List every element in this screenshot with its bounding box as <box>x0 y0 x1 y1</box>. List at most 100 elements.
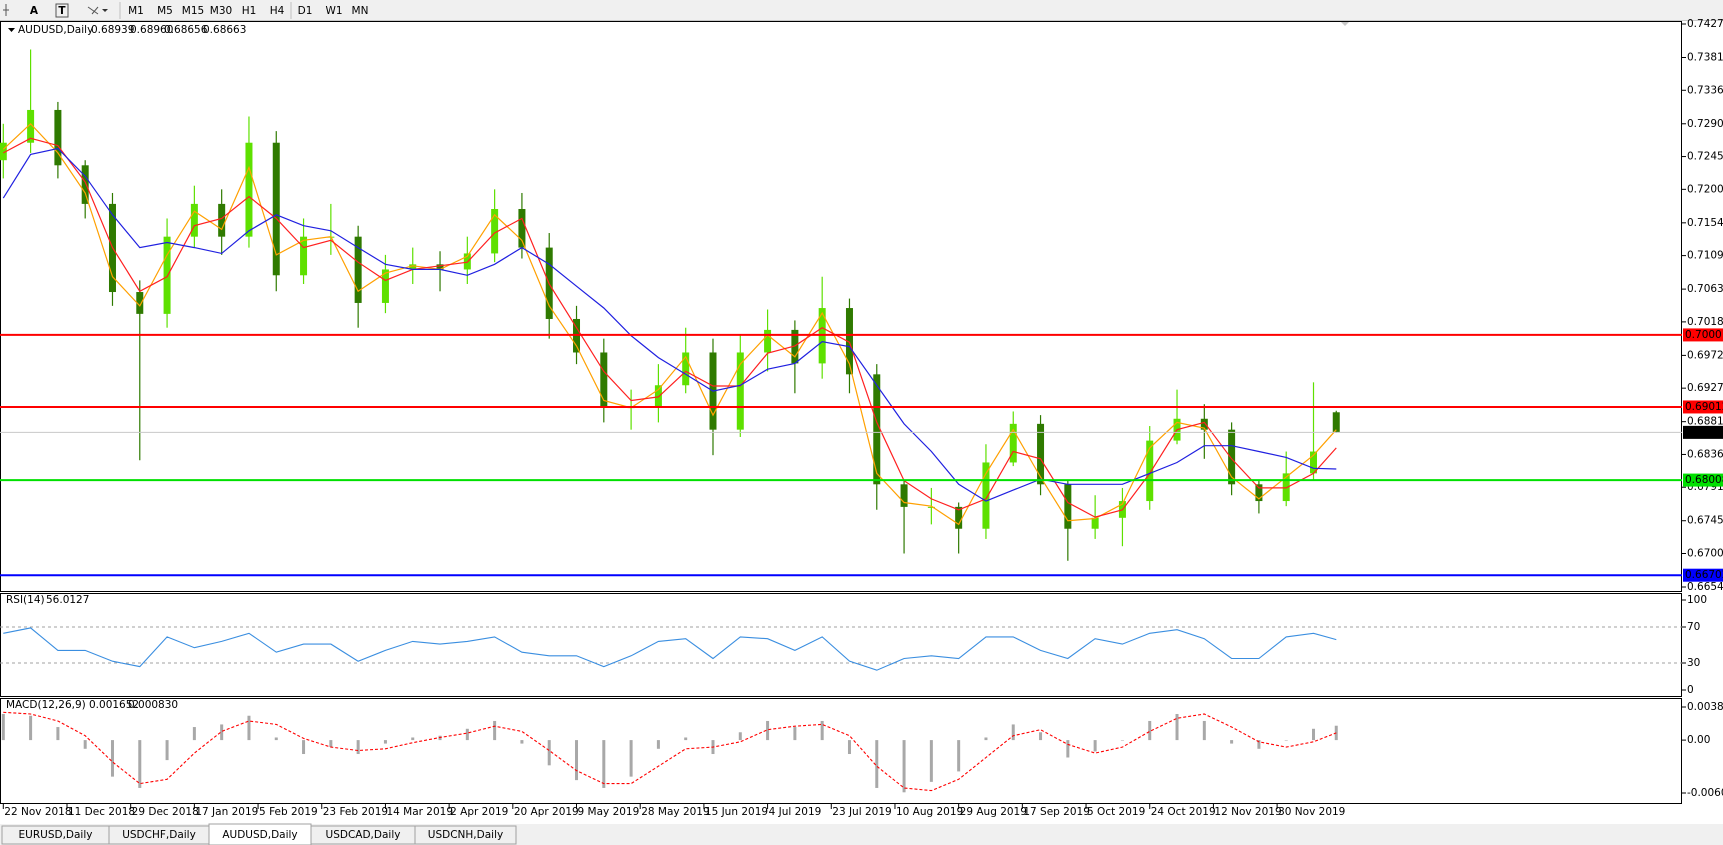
symbol-tab-label[interactable]: AUDUSD,Daily <box>222 829 297 841</box>
candle-body <box>300 236 308 276</box>
macd-bar <box>766 720 770 741</box>
tool-box[interactable] <box>55 3 69 18</box>
x-tick-label: 20 Apr 2019 <box>514 806 579 818</box>
chart-title: AUDUSD,Daily <box>18 24 93 36</box>
macd-bar <box>383 740 387 744</box>
x-tick-label: 30 Nov 2019 <box>1278 806 1345 818</box>
macd-bar <box>1093 740 1097 752</box>
candle-body <box>436 264 444 270</box>
macd-bar <box>547 740 551 766</box>
x-tick-label: 14 Mar 2019 <box>386 806 453 818</box>
symbol-tab-label[interactable]: USDCAD,Daily <box>326 829 401 841</box>
timeframe-button[interactable]: MN <box>352 5 369 17</box>
macd-bar <box>902 740 906 793</box>
macd-bar <box>957 740 961 772</box>
chart-area <box>0 21 1723 824</box>
candle-body <box>163 236 171 314</box>
candle-body <box>1332 412 1340 433</box>
candle-body <box>354 236 362 303</box>
macd-bar <box>302 740 306 755</box>
macd-bar <box>602 740 606 788</box>
timeframe-button[interactable]: M15 <box>182 5 204 17</box>
macd-bar <box>1120 740 1124 741</box>
timeframe-button[interactable]: M30 <box>210 5 232 17</box>
timeframe-button[interactable]: D1 <box>298 5 313 17</box>
candle-body <box>491 208 499 254</box>
dropdown-arrow[interactable] <box>102 9 108 12</box>
x-tick-label: 5 Oct 2019 <box>1087 806 1145 818</box>
macd-bar <box>192 727 196 741</box>
candle-body <box>81 165 89 204</box>
macd-bar <box>110 740 114 777</box>
x-tick-label: 15 Jun 2019 <box>705 806 768 818</box>
macd-bar <box>684 737 688 741</box>
price-label-box <box>1683 425 1723 439</box>
indicator-value: 0.000830 <box>128 699 178 711</box>
tool-button[interactable]: A <box>30 5 39 17</box>
candle-body <box>381 269 389 303</box>
macd-bar <box>1066 740 1070 758</box>
symbol-tab-label[interactable]: USDCNH,Daily <box>428 829 503 841</box>
price-label: 0.70001 <box>1685 329 1723 341</box>
symbol-tab[interactable] <box>414 825 517 845</box>
candle-body <box>272 142 280 276</box>
macd-bar <box>1312 728 1316 741</box>
x-tick-label: 10 Aug 2019 <box>896 806 963 818</box>
ohlc-value: 0.68939 <box>91 24 134 36</box>
x-tick-label: 24 Oct 2019 <box>1151 806 1216 818</box>
macd-bar <box>1257 740 1261 749</box>
symbol-tab-label[interactable]: EURUSD,Daily <box>19 829 93 841</box>
toolbar <box>0 0 1723 21</box>
x-tick-label: 11 Dec 2018 <box>68 806 135 818</box>
candle-body <box>1037 423 1045 485</box>
candle-body <box>1310 451 1318 474</box>
price-label-box <box>1683 473 1723 487</box>
candle-body <box>1009 423 1017 463</box>
timeframe-button[interactable]: H4 <box>270 5 285 17</box>
tool-button[interactable]: T <box>58 5 66 17</box>
macd-bar <box>138 740 142 788</box>
indicator-title: RSI(14) <box>6 594 45 606</box>
macd-bar <box>165 740 169 761</box>
candle-body <box>1255 484 1263 502</box>
macd-bar <box>1039 732 1043 741</box>
macd-bar <box>656 740 660 749</box>
macd-bar <box>629 740 633 777</box>
draw-tool-icon[interactable] <box>87 6 99 15</box>
timeframe-button[interactable]: H1 <box>242 5 257 17</box>
crosshair-icon[interactable] <box>3 4 9 16</box>
x-tick-label: 29 Dec 2018 <box>132 806 199 818</box>
timeframe-button[interactable]: M1 <box>128 5 144 17</box>
timeframe-button[interactable]: W1 <box>325 5 342 17</box>
price-label-box <box>1683 328 1723 342</box>
candle-body <box>1064 484 1072 529</box>
panel-frame <box>0 593 1682 697</box>
macd-bar <box>575 740 579 781</box>
macd-bar <box>875 740 879 788</box>
macd-bar <box>1230 740 1234 744</box>
macd-bar <box>356 740 360 755</box>
x-tick-label: 17 Sep 2019 <box>1023 806 1090 818</box>
macd-bar <box>493 720 497 741</box>
y-tick-label: 0 <box>1687 684 1694 696</box>
candle-body <box>736 352 744 430</box>
indicator-value: 0.001652 <box>89 699 139 711</box>
macd-bar <box>984 737 988 741</box>
macd-bar <box>1175 713 1179 741</box>
symbol-tab-label[interactable]: USDCHF,Daily <box>122 829 196 841</box>
candle-body <box>27 109 35 143</box>
candle-body <box>1091 517 1099 529</box>
timeframe-button[interactable]: M5 <box>157 5 173 17</box>
price-label-box <box>1683 568 1723 582</box>
candle-body <box>791 329 799 364</box>
